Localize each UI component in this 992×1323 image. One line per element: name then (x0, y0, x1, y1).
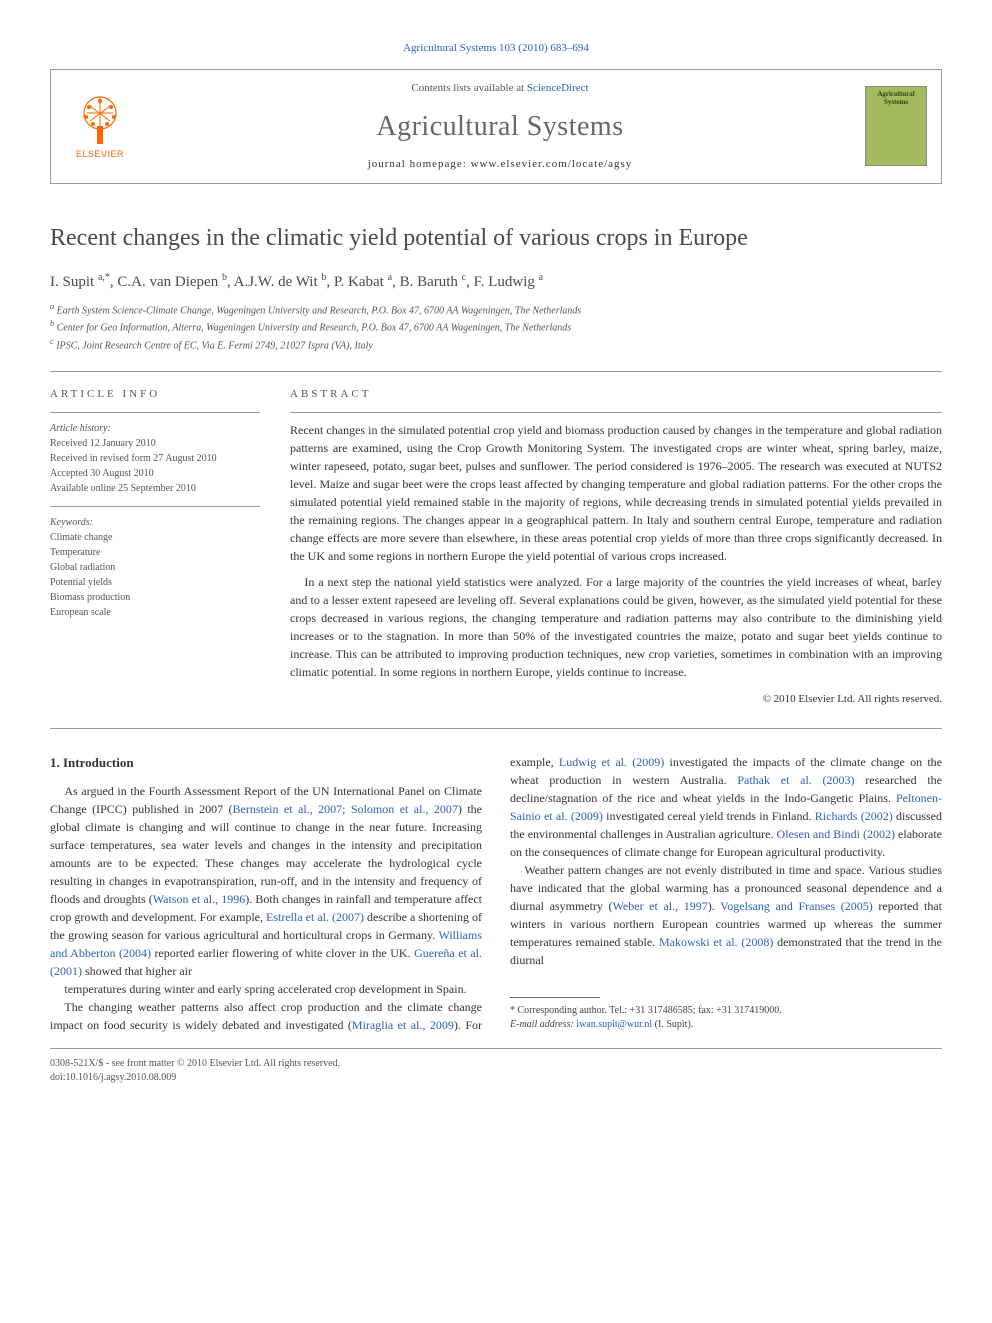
keyword-line: Biomass production (50, 590, 260, 605)
section-heading-intro: 1. Introduction (50, 753, 482, 773)
issn-line: 0308-521X/$ - see front matter © 2010 El… (50, 1057, 942, 1071)
copyright: © 2010 Elsevier Ltd. All rights reserved… (290, 691, 942, 708)
journal-cover-thumb: Agricultural Systems (865, 86, 927, 166)
science-direct-link[interactable]: ScienceDirect (527, 82, 589, 94)
article-title: Recent changes in the climatic yield pot… (50, 220, 942, 256)
history-line: Received 12 January 2010 (50, 436, 260, 451)
affiliation-line: b Center for Geo Information, Alterra, W… (50, 318, 942, 335)
corresponding-line: * Corresponding author. Tel.: +31 317486… (510, 1004, 942, 1018)
keyword-line: Global radiation (50, 560, 260, 575)
journal-name: Agricultural Systems (135, 106, 865, 148)
article-keywords: Keywords: Climate changeTemperatureGloba… (50, 515, 260, 620)
bottom-rule (50, 1048, 942, 1049)
elsevier-tree-icon (75, 91, 125, 146)
keyword-line: Climate change (50, 530, 260, 545)
body-divider (50, 728, 942, 729)
abstract-heading: ABSTRACT (290, 386, 942, 403)
email-line: E-mail address: iwan.supit@wur.nl (I. Su… (510, 1018, 942, 1032)
abstract-column: ABSTRACT Recent changes in the simulated… (290, 386, 942, 708)
footnote-separator (510, 997, 600, 998)
journal-header: ELSEVIER Contents lists available at Sci… (50, 69, 942, 184)
journal-homepage: journal homepage: www.elsevier.com/locat… (135, 156, 865, 173)
history-line: Accepted 30 August 2010 (50, 466, 260, 481)
history-line: Available online 25 September 2010 (50, 481, 260, 496)
article-history: Article history: Received 12 January 201… (50, 421, 260, 496)
abstract-divider (290, 412, 942, 413)
body-paragraph: Weather pattern changes are not evenly d… (510, 861, 942, 969)
keyword-line: Temperature (50, 545, 260, 560)
history-label: Article history: (50, 421, 260, 436)
abstract-text: Recent changes in the simulated potentia… (290, 421, 942, 681)
doi-line: doi:10.1016/j.agsy.2010.08.009 (50, 1071, 942, 1085)
header-center: Contents lists available at ScienceDirec… (135, 80, 865, 173)
journal-cover-text: Agricultural Systems (870, 91, 922, 106)
article-info-heading: ARTICLE INFO (50, 386, 260, 403)
corresponding-author-footnote: * Corresponding author. Tel.: +31 317486… (510, 1004, 942, 1032)
contents-prefix: Contents lists available at (411, 82, 526, 94)
keywords-label: Keywords: (50, 515, 260, 530)
affiliations: a Earth System Science-Climate Change, W… (50, 301, 942, 353)
bottom-meta: 0308-521X/$ - see front matter © 2010 El… (50, 1057, 942, 1085)
info-divider-2 (50, 506, 260, 507)
affiliation-line: c IPSC, Joint Research Centre of EC, Via… (50, 336, 942, 353)
body-paragraph: As argued in the Fourth Assessment Repor… (50, 782, 482, 980)
article-info: ARTICLE INFO Article history: Received 1… (50, 386, 260, 708)
citation-link[interactable]: Agricultural Systems 103 (2010) 683–694 (50, 40, 942, 57)
contents-line: Contents lists available at ScienceDirec… (135, 80, 865, 97)
title-block: Recent changes in the climatic yield pot… (50, 220, 942, 353)
keyword-line: European scale (50, 605, 260, 620)
abstract-paragraph: Recent changes in the simulated potentia… (290, 421, 942, 565)
elsevier-text: ELSEVIER (76, 148, 124, 162)
email-suffix: (I. Supit). (655, 1019, 694, 1030)
keyword-line: Potential yields (50, 575, 260, 590)
history-line: Received in revised form 27 August 2010 (50, 451, 260, 466)
info-divider (50, 412, 260, 413)
elsevier-logo: ELSEVIER (65, 86, 135, 166)
body-paragraph: temperatures during winter and early spr… (50, 980, 482, 998)
affiliation-line: a Earth System Science-Climate Change, W… (50, 301, 942, 318)
abstract-paragraph: In a next step the national yield statis… (290, 573, 942, 681)
info-abstract-row: ARTICLE INFO Article history: Received 1… (50, 386, 942, 708)
authors: I. Supit a,*, C.A. van Diepen b, A.J.W. … (50, 270, 942, 294)
divider (50, 371, 942, 372)
body-text: 1. Introduction As argued in the Fourth … (50, 753, 942, 1035)
email-link[interactable]: iwan.supit@wur.nl (576, 1019, 652, 1030)
email-label: E-mail address: (510, 1019, 574, 1030)
